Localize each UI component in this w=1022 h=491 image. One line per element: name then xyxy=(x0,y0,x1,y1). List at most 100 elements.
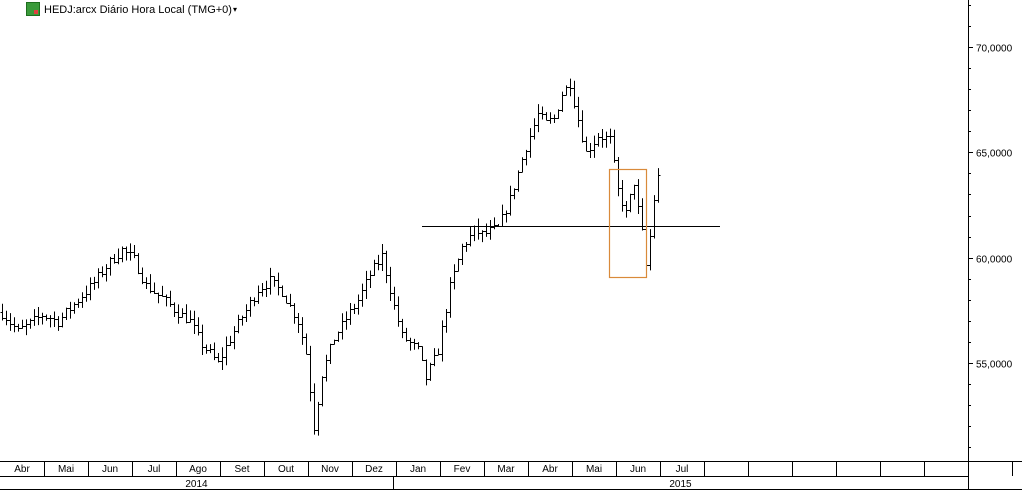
ohlc-bar xyxy=(652,195,657,239)
ohlc-bar xyxy=(508,185,513,216)
ohlc-bar xyxy=(68,301,73,319)
ohlc-bar xyxy=(304,333,309,355)
y-axis-ticks: 55,0000 60,0000 65,0000 70,0000 xyxy=(968,5,1013,448)
ohlc-bar xyxy=(144,277,149,290)
ohlc-bar xyxy=(480,230,485,243)
ohlc-bar xyxy=(460,243,465,265)
ohlc-bar xyxy=(392,286,397,310)
ohlc-bar xyxy=(308,345,313,402)
ohlc-bar xyxy=(468,226,473,247)
chart-logo-icon xyxy=(26,2,40,16)
month-label: Mar xyxy=(497,464,515,475)
ohlc-bar xyxy=(148,274,153,294)
month-label: Out xyxy=(278,464,294,475)
ohlc-bar xyxy=(528,128,533,158)
ohlc-bar xyxy=(632,184,637,200)
ohlc-bar xyxy=(420,346,425,361)
ohlc-bar xyxy=(568,78,573,97)
ohlc-bar xyxy=(488,219,493,240)
ohlc-bar xyxy=(444,309,449,333)
ohlc-bar xyxy=(248,296,253,317)
ohlc-bar xyxy=(616,156,621,197)
logo-dot xyxy=(34,10,38,14)
ohlc-bar xyxy=(296,313,301,333)
ohlc-bar xyxy=(624,200,629,218)
ohlc-bar xyxy=(172,302,177,318)
ohlc-bar xyxy=(492,217,497,230)
ohlc-bar xyxy=(620,180,625,212)
ohlc-bar xyxy=(64,307,69,321)
ohlc-bar xyxy=(448,277,453,318)
ohlc-bar xyxy=(404,327,409,342)
ohlc-bar xyxy=(428,362,433,381)
ohlc-bar xyxy=(552,114,557,124)
month-label: Jun xyxy=(630,464,646,475)
x-axis-years: 2014 2015 xyxy=(185,476,692,490)
ohlc-bar xyxy=(152,282,157,294)
ohlc-bar xyxy=(320,376,325,407)
ohlc-bar xyxy=(196,317,201,336)
ohlc-bar xyxy=(36,307,41,326)
ohlc-bar xyxy=(212,342,217,361)
ohlc-bar xyxy=(408,337,413,351)
ohlc-bar xyxy=(204,344,209,354)
ohlc-bar xyxy=(108,256,113,276)
ohlc-bar xyxy=(368,270,373,288)
y-tick-label: 60,0000 xyxy=(976,255,1013,266)
chart-title: HEDJ:arcx Diário Hora Local (TMG+0) xyxy=(44,4,232,16)
ohlc-bar xyxy=(328,343,333,364)
ohlc-bar xyxy=(56,316,61,331)
ohlc-bar xyxy=(452,264,457,290)
ohlc-bar xyxy=(164,294,169,307)
month-label: Set xyxy=(234,464,249,475)
ohlc-bar xyxy=(264,280,269,298)
ohlc-bar xyxy=(476,218,481,240)
ohlc-bar xyxy=(4,310,9,326)
ohlc-bar xyxy=(580,110,585,143)
year-label: 2014 xyxy=(185,479,208,490)
ohlc-bar xyxy=(376,254,381,271)
ohlc-bar xyxy=(132,244,137,259)
month-label: Mai xyxy=(586,464,602,475)
ohlc-bar xyxy=(44,314,49,321)
ohlc-bar xyxy=(500,204,505,227)
ohlc-bar xyxy=(232,326,237,350)
ohlc-bar xyxy=(344,311,349,330)
ohlc-bar xyxy=(352,303,357,314)
ohlc-bar xyxy=(556,109,561,119)
month-label: Jun xyxy=(102,464,118,475)
ohlc-bar xyxy=(156,292,161,304)
symbol-dropdown-chevron-icon[interactable]: ▾ xyxy=(233,5,238,14)
month-label: Jul xyxy=(676,464,689,475)
month-label: Nov xyxy=(321,464,339,475)
ohlc-bar xyxy=(512,188,517,200)
ohlc-bar xyxy=(192,310,197,334)
ohlc-bar xyxy=(92,276,97,290)
ohlc-bar xyxy=(384,250,389,284)
ohlc-bar xyxy=(564,85,569,96)
ohlc-bar xyxy=(588,143,593,158)
ohlc-bar xyxy=(200,324,205,356)
ohlc-bar xyxy=(504,210,509,223)
ohlc-bar xyxy=(388,266,393,302)
ohlc-bar xyxy=(592,135,597,158)
ohlc-bar xyxy=(640,198,645,231)
highlight-rectangle xyxy=(608,168,648,279)
ohlc-bar xyxy=(544,112,549,121)
ohlc-bar xyxy=(484,223,489,237)
ohlc-bar xyxy=(436,348,441,356)
ohlc-bar xyxy=(256,285,261,304)
ohlc-bar xyxy=(496,223,501,228)
ohlc-bar xyxy=(628,193,633,213)
ohlc-bar xyxy=(228,335,233,347)
month-label: Ago xyxy=(189,464,207,475)
ohlc-bar xyxy=(532,118,537,140)
ohlc-bar xyxy=(84,285,89,302)
ohlc-bar xyxy=(76,298,81,308)
ohlc-bar xyxy=(536,104,541,133)
y-tick-label: 55,0000 xyxy=(976,360,1013,371)
ohlc-bar xyxy=(88,277,93,301)
ohlc-bar xyxy=(380,243,385,271)
ohlc-bar xyxy=(100,266,105,278)
